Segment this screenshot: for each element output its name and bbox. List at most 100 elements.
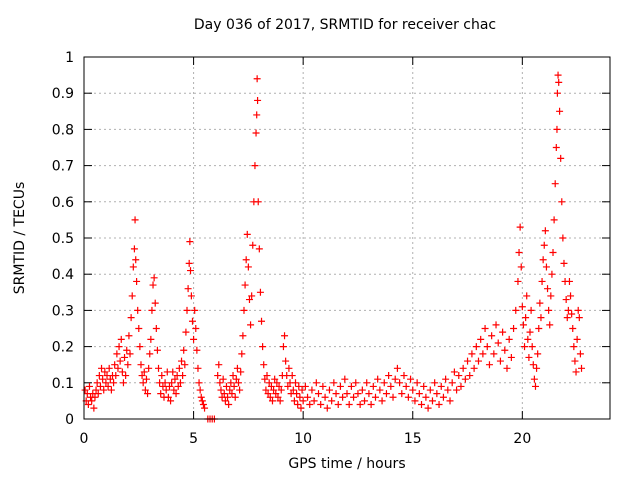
data-point (312, 379, 320, 387)
data-point (84, 401, 92, 409)
data-point (558, 198, 566, 206)
data-point (146, 350, 154, 358)
data-point (444, 386, 452, 394)
data-point (530, 375, 538, 383)
data-point (116, 357, 124, 365)
data-point (255, 245, 263, 253)
data-point (128, 292, 136, 300)
data-point (411, 397, 419, 405)
data-point (446, 397, 454, 405)
x-tick-label: 15 (404, 431, 422, 447)
data-point (296, 393, 304, 401)
data-point (578, 364, 586, 372)
data-point (524, 335, 532, 343)
data-point (516, 223, 524, 231)
data-point (193, 346, 201, 354)
data-point (545, 306, 553, 314)
data-point (262, 386, 270, 394)
data-point (124, 361, 132, 369)
data-point (321, 393, 329, 401)
data-point (171, 375, 179, 383)
data-point (536, 299, 544, 307)
data-point (499, 328, 507, 336)
data-point (196, 386, 204, 394)
data-point (435, 401, 443, 409)
data-point (199, 401, 207, 409)
data-point (276, 397, 284, 405)
data-point (529, 361, 537, 369)
data-point (236, 386, 244, 394)
data-point (191, 306, 199, 314)
data-point (325, 386, 333, 394)
data-point (468, 350, 476, 358)
data-point (518, 303, 526, 311)
data-point (113, 350, 121, 358)
data-point (398, 390, 406, 398)
data-point (233, 364, 241, 372)
data-point (106, 375, 114, 383)
data-point (217, 386, 225, 394)
data-point (522, 314, 530, 322)
data-point (147, 335, 155, 343)
data-point (267, 382, 275, 390)
data-point (424, 404, 432, 412)
data-point (293, 390, 301, 398)
data-point (347, 382, 355, 390)
data-point (556, 107, 564, 115)
data-point (271, 375, 279, 383)
data-point (330, 379, 338, 387)
data-point (521, 343, 529, 351)
y-tick-label: 0.3 (52, 303, 74, 319)
data-point (547, 292, 555, 300)
data-point (479, 350, 487, 358)
x-tick-label: 20 (513, 431, 531, 447)
data-point (573, 335, 581, 343)
data-point (100, 386, 108, 394)
data-point (554, 71, 562, 79)
data-point (275, 382, 283, 390)
data-point (537, 314, 545, 322)
data-point (319, 382, 327, 390)
data-point (553, 89, 561, 97)
data-point (148, 306, 156, 314)
data-point (107, 386, 115, 394)
data-point (123, 346, 131, 354)
data-point (169, 368, 177, 376)
data-point (413, 379, 421, 387)
data-point (144, 390, 152, 398)
data-point (251, 162, 259, 170)
data-point (114, 364, 122, 372)
data-point (363, 379, 371, 387)
data-point (339, 393, 347, 401)
data-point (551, 180, 559, 188)
data-point (510, 325, 518, 332)
data-point (298, 386, 306, 394)
data-point (282, 357, 290, 365)
data-point (226, 386, 234, 394)
y-tick-label: 0.6 (52, 195, 74, 211)
data-point (571, 357, 579, 365)
data-point (481, 325, 489, 332)
data-point (535, 325, 543, 332)
data-point (256, 288, 264, 296)
data-point (187, 267, 195, 275)
data-point (221, 397, 229, 405)
data-point (179, 372, 187, 380)
data-point (149, 281, 157, 289)
x-tick-label: 5 (189, 431, 198, 447)
data-point (563, 314, 571, 322)
data-point (450, 368, 458, 376)
data-point (540, 241, 548, 249)
data-point (380, 379, 388, 387)
data-point (263, 372, 271, 380)
data-point (490, 350, 498, 358)
data-point (178, 357, 186, 365)
data-point (501, 346, 509, 354)
data-point (328, 397, 336, 405)
data-point (197, 393, 205, 401)
data-point (404, 393, 412, 401)
x-tick-label: 10 (294, 431, 312, 447)
data-point (576, 350, 584, 358)
data-point (126, 350, 134, 358)
data-point (466, 372, 474, 380)
